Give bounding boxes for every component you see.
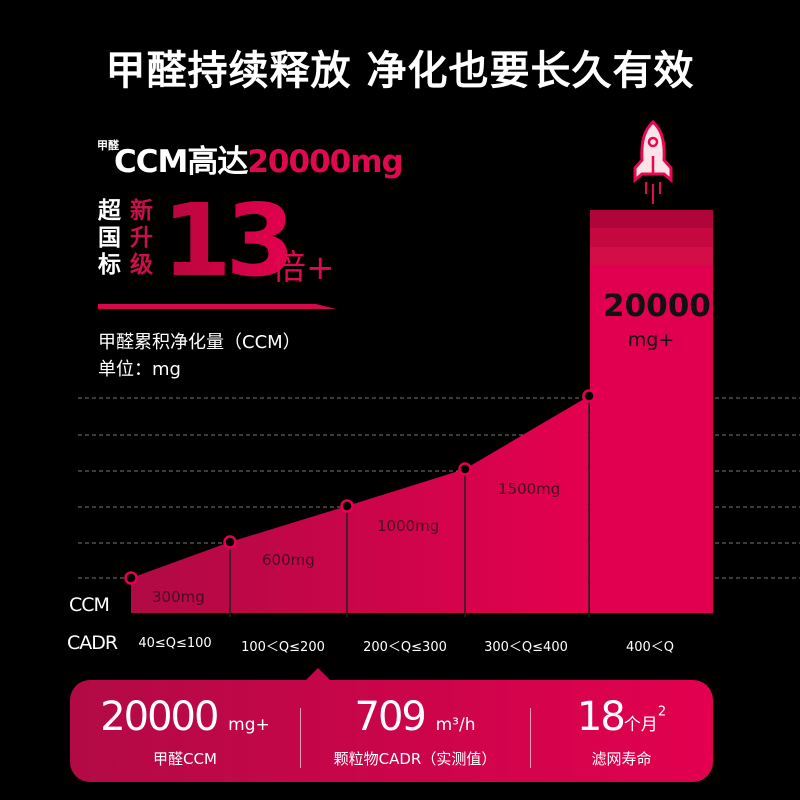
divider: [300, 708, 301, 768]
stat-label: 颗粒物CADR（实测值）: [333, 750, 497, 768]
bar-band: [590, 210, 713, 228]
stat-label: 甲醛CCM: [153, 750, 217, 768]
headline-highlight: 20000mg: [247, 144, 403, 180]
stat-value: 18: [576, 694, 626, 740]
x-tick-label: 300＜Q≤400: [484, 640, 568, 655]
stat-value: 709: [354, 694, 427, 740]
data-label: 1500mg: [498, 480, 560, 498]
x-tick-label: 400＜Q: [625, 640, 675, 655]
data-label: 1000mg: [377, 517, 439, 535]
data-label: 600mg: [262, 551, 315, 569]
stat-unit: mg+: [228, 715, 270, 735]
stat-cadr: 709 m³/h 颗粒物CADR（实测值）: [300, 680, 530, 782]
stat-value: 20000: [100, 694, 219, 740]
ccm-bar-top-tier: [590, 210, 713, 613]
rocket-icon: [633, 119, 673, 204]
x-tick-label: 40≤Q≤100: [138, 636, 212, 651]
data-point: [124, 571, 138, 585]
headline-text: CCM高达: [114, 144, 248, 180]
x-axis-label: CADR: [67, 632, 118, 654]
x-tick-label: 100＜Q≤200: [241, 640, 325, 655]
x-tick-label: 200＜Q≤300: [363, 640, 447, 655]
stats-panel: 20000 mg+ 甲醛CCM 709 m³/h 颗粒物CADR（实测值） 18…: [70, 680, 713, 782]
stat-ccm: 20000 mg+ 甲醛CCM: [70, 680, 300, 782]
data-label: 300mg: [152, 588, 205, 606]
stat-unit: 个月: [623, 715, 658, 735]
stat-footnote: 2: [657, 704, 667, 720]
ccm-chart: 300mg 600mg 1000mg 1500mg 20000 mg+ CCM CAD…: [67, 119, 800, 654]
panel-pointer: [305, 668, 331, 681]
bar-band: [590, 228, 713, 247]
chart-unit: 单位：mg: [98, 359, 181, 380]
bar-value: 20000: [603, 288, 711, 324]
stat-label: 滤网寿命: [591, 750, 652, 768]
bar-band: [590, 247, 713, 265]
headline: CCM高达20000mg: [114, 136, 404, 181]
badge-suffix: 倍+: [272, 248, 335, 288]
badge-left-column: 超国标: [98, 198, 121, 278]
data-point: [223, 535, 237, 549]
y-axis-label: CCM: [69, 594, 109, 616]
data-point: [458, 462, 472, 476]
badge-multiplier: 13: [162, 182, 295, 299]
ccm-area: [131, 396, 589, 613]
badge-right-column: 新升级: [130, 198, 153, 278]
bar-unit: mg+: [628, 329, 675, 351]
data-point: [340, 499, 354, 513]
divider: [530, 708, 531, 768]
page-title: 甲醛持续释放 净化也要长久有效: [105, 48, 695, 94]
data-point: [582, 389, 596, 403]
stat-unit: m³/h: [435, 715, 476, 735]
stat-filter-life: 18个月2 滤网寿命: [530, 680, 713, 782]
badge-underline: [98, 304, 336, 309]
chart-subtitle: 甲醛累积净化量（CCM）: [98, 332, 301, 353]
